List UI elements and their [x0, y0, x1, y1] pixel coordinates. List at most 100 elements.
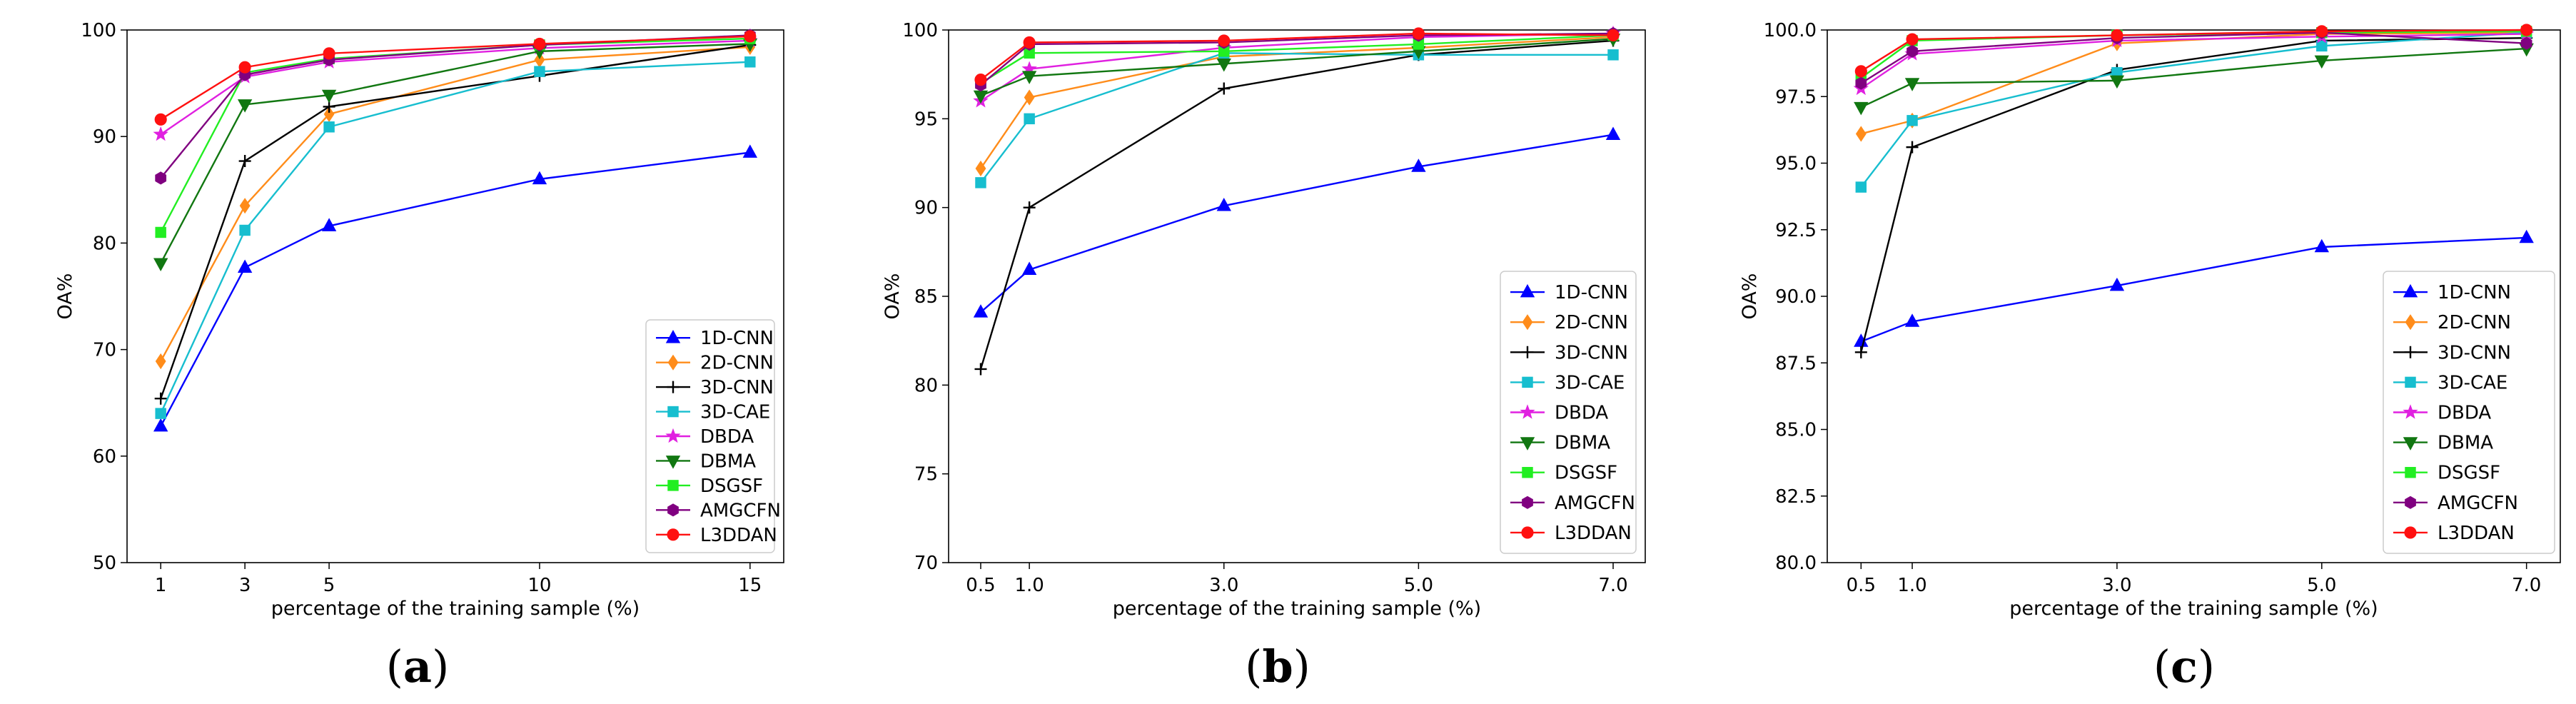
data-point-L3DDAN [323, 47, 335, 60]
data-point-L3DDAN [238, 61, 251, 74]
data-point-3D-CNN [1854, 346, 1867, 358]
data-point-3D-CAE [2316, 40, 2328, 52]
y-tick-label: 87.5 [1775, 353, 1817, 374]
data-point-3D-CNN [1906, 141, 1919, 154]
legend-label-DBDA: DBDA [2438, 403, 2491, 424]
legend-label-DBDA: DBDA [1555, 403, 1608, 424]
panel-label: (a) [386, 640, 450, 693]
series-layer [1853, 24, 2535, 358]
x-axis-label: percentage of the training sample (%) [2009, 598, 2378, 620]
data-point-3D-CNN [238, 155, 251, 168]
data-point-1D-CNN [973, 304, 989, 318]
legend-label-3D-CAE: 3D-CAE [1555, 372, 1625, 393]
data-point-L3DDAN [1906, 33, 1919, 46]
data-point-1D-CNN [2314, 238, 2329, 253]
x-tick-label: 1.0 [1014, 575, 1044, 596]
legend-label-2D-CNN: 2D-CNN [2438, 312, 2511, 333]
legend-label-2D-CNN: 2D-CNN [700, 353, 774, 374]
y-tick-label: 80.0 [1775, 553, 1817, 574]
legend-marker-3D-CNN [1521, 346, 1534, 358]
legend-marker-DBMA [2403, 437, 2418, 451]
data-point-1D-CNN [532, 171, 547, 185]
legend-marker-1D-CNN [1520, 283, 1535, 298]
legend: 1D-CNN 2D-CNN 3D-CNN 3D-CAE DBDA DBMA DSGSF AMG… [1500, 271, 1637, 554]
data-point-L3DDAN [1412, 27, 1425, 40]
legend-marker-DBMA [665, 456, 681, 469]
x-tick-label: 15 [738, 575, 762, 596]
legend-marker-2D-CNN [1522, 314, 1533, 331]
x-tick-label: 0.5 [966, 575, 995, 596]
chart-panel-a: 50 60 70 80 90 100 1 3 5 10 15 percentage of the tr… [54, 20, 784, 693]
x-tick-label: 5.0 [1404, 575, 1433, 596]
data-point-L3DDAN [1023, 36, 1036, 49]
legend-marker-2D-CNN [667, 354, 679, 371]
chart-panel-c: 80.0 82.5 85.0 87.5 90.0 92.5 95.0 97.5 100.0 0.5… [1739, 20, 2561, 693]
data-point-1D-CNN [1021, 261, 1037, 275]
y-tick-label: 70 [914, 553, 938, 574]
data-point-2D-CNN [975, 160, 986, 177]
legend-label-2D-CNN: 2D-CNN [1555, 312, 1628, 333]
data-point-2D-CNN [155, 353, 166, 370]
data-point-1D-CNN [321, 218, 337, 231]
x-tick-label: 1 [155, 575, 167, 596]
data-point-DBMA [237, 99, 253, 113]
data-point-3D-CNN [1218, 82, 1231, 95]
data-point-3D-CAE [323, 121, 335, 133]
series-line-DBDA [1860, 33, 2527, 90]
data-point-3D-CAE [155, 408, 166, 419]
legend-label-AMGCFN: AMGCFN [2438, 493, 2518, 514]
legend-label-3D-CNN: 3D-CNN [700, 377, 774, 398]
data-point-L3DDAN [2111, 29, 2123, 42]
legend-marker-DSGSF [667, 480, 679, 491]
y-tick-label: 95 [914, 109, 938, 130]
data-point-DBMA [321, 89, 337, 104]
series-layer [973, 25, 1621, 376]
data-point-1D-CNN [2519, 229, 2534, 243]
legend-label-L3DDAN: L3DDAN [1555, 523, 1632, 544]
data-point-L3DDAN [1854, 65, 1867, 78]
y-tick-label: 100 [902, 20, 938, 41]
data-point-3D-CAE [744, 56, 756, 68]
data-point-3D-CNN [154, 392, 167, 405]
y-tick-label: 60 [93, 446, 116, 468]
data-point-AMGCFN [1906, 44, 1918, 58]
data-point-3D-CAE [239, 224, 251, 236]
data-point-1D-CNN [1605, 126, 1621, 141]
data-point-3D-CAE [1024, 113, 1035, 125]
legend: 1D-CNN 2D-CNN 3D-CNN 3D-CAE DBDA DBMA DSGSF AMG… [2383, 271, 2555, 554]
y-tick-label: 50 [93, 553, 116, 574]
data-point-3D-CAE [1906, 115, 1918, 126]
series-line-3D-CAE [1860, 31, 2527, 188]
y-tick-label: 95.0 [1775, 154, 1817, 175]
y-tick-label: 82.5 [1775, 486, 1817, 508]
data-point-DBMA [1021, 71, 1037, 84]
data-point-DBMA [1904, 78, 1920, 91]
data-point-L3DDAN [974, 74, 987, 86]
plot-frame [126, 29, 784, 563]
legend-marker-DBMA [1520, 437, 1535, 451]
legend-label-DBMA: DBMA [2438, 433, 2493, 454]
legend-marker-L3DDAN [1521, 526, 1534, 539]
legend-label-1D-CNN: 1D-CNN [2438, 282, 2511, 303]
data-point-L3DDAN [154, 113, 167, 126]
legend-box [1500, 271, 1637, 554]
panel-label: (c) [2153, 640, 2215, 693]
data-point-3D-CAE [975, 177, 986, 188]
x-tick-label: 10 [527, 575, 551, 596]
legend-marker-1D-CNN [665, 329, 681, 343]
x-tick-label: 7.0 [2512, 575, 2541, 596]
data-point-1D-CNN [237, 259, 253, 273]
data-point-2D-CNN [1024, 89, 1035, 106]
legend-marker-DSGSF [2405, 466, 2416, 478]
panel-label: (b) [1245, 640, 1310, 693]
y-axis-label: OA% [1739, 273, 1761, 320]
legend-label-DSGSF: DSGSF [700, 476, 763, 497]
legend-label-DSGSF: DSGSF [1555, 463, 1617, 484]
series-layer [153, 29, 758, 432]
legend: 1D-CNN 2D-CNN 3D-CNN 3D-CAE DBDA DBMA DSGSF AMG… [645, 319, 781, 553]
y-tick-label: 75 [914, 464, 938, 486]
y-tick-label: 80 [93, 233, 116, 254]
data-point-1D-CNN [2109, 277, 2125, 291]
y-tick-label: 85.0 [1775, 420, 1817, 441]
y-tick-label: 100.0 [1764, 20, 1817, 41]
